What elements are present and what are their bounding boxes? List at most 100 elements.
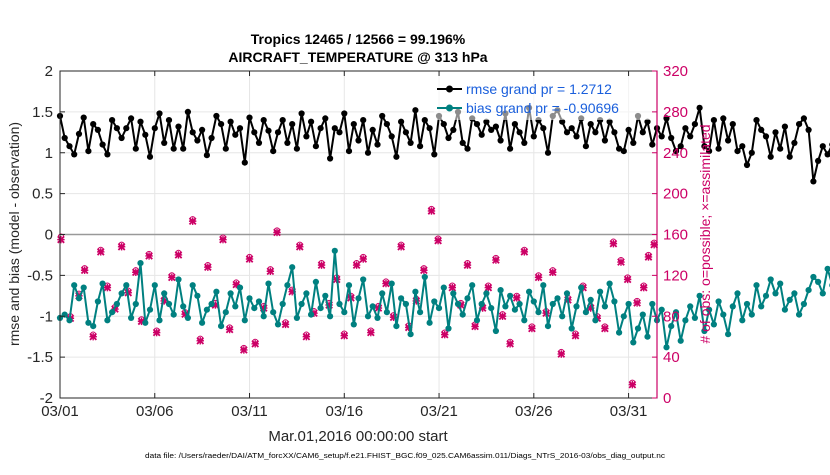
- bias-point: [209, 301, 215, 307]
- x-tick-label: 03/26: [515, 403, 553, 420]
- bias-point: [95, 298, 101, 304]
- legend-rmse-marker: [446, 86, 453, 93]
- rmse-point: [801, 115, 807, 121]
- bias-point: [374, 315, 380, 321]
- bias-point: [223, 309, 229, 315]
- obs-assimilated-marker: [428, 207, 435, 214]
- bias-point: [346, 282, 352, 288]
- rmse-point: [588, 121, 594, 127]
- bias-point: [791, 290, 797, 296]
- legend-rmse-label: rmse grand pr = 1.2712: [466, 81, 612, 97]
- obs-assimilated-marker: [521, 248, 528, 255]
- obs-assimilated-marker: [449, 284, 456, 291]
- obs-assimilated-marker: [226, 326, 233, 333]
- bias-point: [152, 282, 158, 288]
- y-tick-right-label: 280: [663, 104, 688, 121]
- rmse-point: [806, 127, 812, 133]
- bias-point: [649, 301, 655, 307]
- rmse-point: [545, 150, 551, 156]
- bias-point: [749, 312, 755, 318]
- rmse-point: [318, 125, 324, 131]
- rmse-point: [427, 125, 433, 131]
- rmse-point: [725, 137, 731, 143]
- bias-point: [768, 276, 774, 282]
- y-tick-left-label: -1.5: [27, 349, 53, 366]
- rmse-point: [374, 142, 380, 148]
- bias-point: [682, 317, 688, 323]
- bias-point: [299, 301, 305, 307]
- bias-point: [384, 309, 390, 315]
- rmse-point: [744, 162, 750, 168]
- obs-assimilated-marker: [629, 381, 636, 388]
- bias-point: [119, 290, 125, 296]
- rmse-point: [749, 150, 755, 156]
- bias-point: [592, 317, 598, 323]
- y-tick-right-label: 40: [663, 349, 680, 366]
- bias-point: [341, 309, 347, 315]
- rmse-point: [280, 117, 286, 123]
- rmse-point: [161, 140, 167, 146]
- obs-assimilated-marker: [252, 340, 259, 347]
- bias-point: [237, 285, 243, 291]
- rmse-point: [408, 140, 414, 146]
- bias-point: [607, 281, 613, 287]
- rmse-point: [351, 121, 357, 127]
- rmse-point: [787, 154, 793, 160]
- rmse-point: [768, 154, 774, 160]
- bias-point: [161, 290, 167, 296]
- rmse-point: [237, 125, 243, 131]
- y-axis-right-label: # of obs: o=possible; ×=assimilated: [697, 124, 713, 343]
- obs-assimilated-marker: [535, 274, 542, 281]
- bias-point: [512, 307, 518, 313]
- rmse-point: [232, 132, 238, 138]
- rmse-point: [777, 146, 783, 152]
- rmse-point: [180, 146, 186, 152]
- bias-point: [393, 323, 399, 329]
- rmse-point: [772, 129, 778, 135]
- rmse-point: [152, 125, 158, 131]
- y-tick-left-label: -1: [40, 308, 53, 325]
- bias-point: [199, 320, 205, 326]
- x-tick-label: 03/16: [326, 403, 364, 420]
- y-tick-left-label: 1: [45, 145, 53, 162]
- bias-point: [815, 279, 821, 285]
- rmse-point: [668, 135, 674, 141]
- rmse-point: [682, 125, 688, 131]
- obs-assimilated-marker: [397, 243, 404, 250]
- bias-point: [716, 298, 722, 304]
- obs-assimilated-marker: [81, 267, 88, 274]
- rmse-point: [521, 140, 527, 146]
- rmse-point: [261, 117, 267, 123]
- rmse-point: [564, 129, 570, 135]
- rmse-point: [355, 137, 361, 143]
- bias-point: [180, 303, 186, 309]
- bias-point: [123, 282, 129, 288]
- rmse-point: [573, 133, 579, 139]
- bias-point: [62, 312, 68, 318]
- bias-point: [493, 328, 499, 334]
- obs-assimilated-marker: [572, 332, 579, 339]
- obs-assimilated-marker: [610, 240, 617, 247]
- obs-assimilated-marker: [360, 255, 367, 262]
- bias-point: [318, 305, 324, 311]
- bias-point: [772, 290, 778, 296]
- obs-assimilated-marker: [118, 243, 125, 250]
- y-tick-right-label: 0: [663, 390, 671, 407]
- bias-point: [408, 331, 414, 337]
- bias-point: [90, 323, 96, 329]
- bias-point: [810, 274, 816, 280]
- bias-point: [133, 301, 139, 307]
- bias-point: [583, 309, 589, 315]
- rmse-point: [104, 151, 110, 157]
- bias-point: [687, 303, 693, 309]
- rmse-point: [175, 124, 181, 130]
- rmse-point: [71, 151, 77, 157]
- bias-point: [758, 303, 764, 309]
- obs-assimilated-marker: [471, 323, 478, 330]
- bias-point: [194, 293, 200, 299]
- obs-assimilated-marker: [273, 229, 280, 236]
- y-tick-right-label: 160: [663, 227, 688, 244]
- rmse-point: [630, 140, 636, 146]
- rmse-point: [517, 129, 523, 135]
